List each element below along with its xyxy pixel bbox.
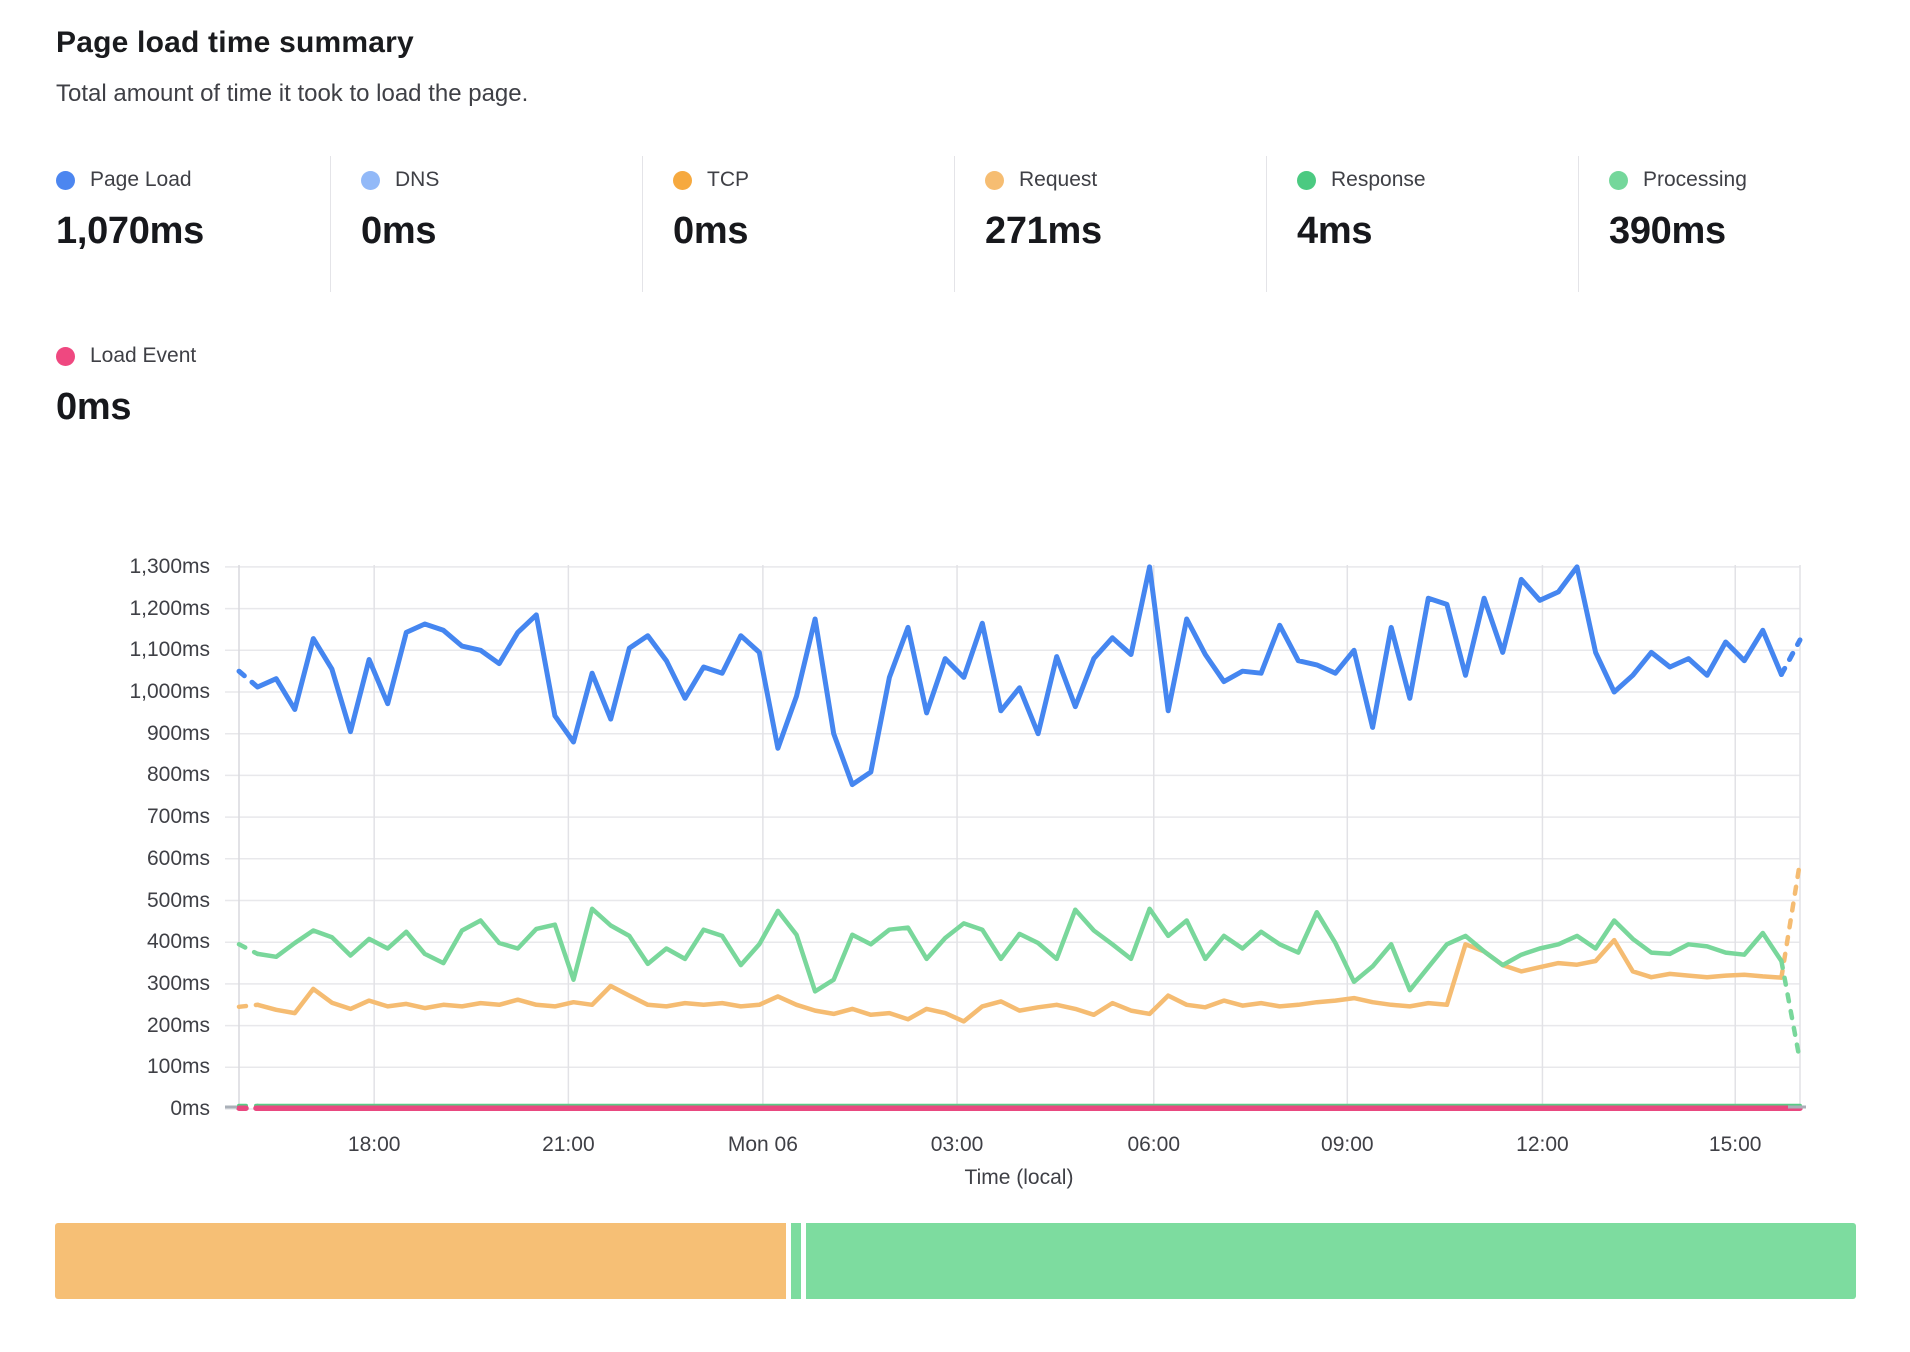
y-tick-label: 1,000ms: [129, 680, 210, 703]
metric-response[interactable]: Response 4ms: [1266, 156, 1578, 292]
metric-label: DNS: [395, 168, 440, 191]
y-tick-label: 0ms: [170, 1097, 210, 1120]
page-title: Page load time summary: [56, 26, 414, 59]
x-tick-label: 15:00: [1708, 1133, 1762, 1156]
metric-label: Request: [1019, 168, 1098, 191]
metric-label: TCP: [707, 168, 749, 191]
y-tick-label: 1,200ms: [129, 596, 210, 620]
metric-page-load[interactable]: Page Load 1,070ms: [44, 156, 330, 292]
metric-value: 271ms: [985, 210, 1102, 252]
series-page-load-tail-dash: [1778, 637, 1803, 677]
response-dot-icon: [1297, 170, 1316, 190]
x-tick-label: 09:00: [1321, 1133, 1374, 1156]
series-page-load: [255, 564, 1784, 788]
x-tick-label: 18:00: [347, 1133, 401, 1156]
metric-processing[interactable]: Processing 390ms: [1578, 156, 1890, 292]
metric-value: 0ms: [673, 210, 749, 252]
metric-label: Response: [1331, 168, 1426, 191]
metric-request[interactable]: Request 271ms: [954, 156, 1266, 292]
y-tick-label: 100ms: [146, 1055, 210, 1079]
page-subtitle: Total amount of time it took to load the…: [56, 80, 529, 107]
processing-dot-icon: [1609, 170, 1628, 190]
series-processing: [255, 906, 1784, 994]
status-bar: [55, 1223, 1856, 1299]
x-tick-label: Mon 06: [727, 1133, 798, 1156]
y-tick-label: 900ms: [146, 721, 210, 745]
metric-value: 1,070ms: [56, 210, 204, 252]
y-tick-label: 600ms: [146, 846, 210, 870]
status-segment-processing[interactable]: [791, 1223, 801, 1299]
y-tick-label: 800ms: [146, 763, 210, 787]
status-segment-gap: [801, 1223, 806, 1299]
series-request: [255, 937, 1784, 1024]
request-dot-icon: [985, 170, 1004, 190]
metric-load-event[interactable]: Load Event 0ms: [56, 340, 196, 429]
page-load-dot-icon: [56, 170, 75, 190]
tcp-dot-icon: [673, 170, 692, 190]
y-tick-label: 1,300ms: [129, 554, 210, 578]
y-tick-label: 1,100ms: [129, 638, 210, 662]
x-tick-label: 03:00: [930, 1133, 984, 1156]
y-tick-label: 500ms: [146, 888, 210, 912]
y-tick-label: 300ms: [146, 971, 210, 995]
metric-label: Load Event: [90, 344, 197, 367]
metric-value: 0ms: [361, 210, 437, 252]
metrics-legend-row: Page Load 1,070ms DNS 0ms TCP 0ms Request 271ms…: [44, 156, 1890, 296]
timeseries-chart[interactable]: [225, 545, 1825, 1140]
x-tick-label: 06:00: [1127, 1133, 1181, 1156]
series-request-lead-dash: [236, 1002, 260, 1010]
series-processing-lead-dash: [236, 942, 260, 957]
load-event-dot-icon: [56, 346, 75, 366]
series-request-tail-dash: [1779, 859, 1803, 980]
metric-tcp[interactable]: TCP 0ms: [642, 156, 954, 292]
metric-label: Page Load: [90, 168, 192, 191]
x-tick-label: 21:00: [542, 1133, 595, 1156]
series-page-load-lead-dash: [236, 668, 261, 690]
metric-value: 390ms: [1609, 210, 1726, 252]
metric-value: 0ms: [56, 386, 132, 428]
y-tick-label: 400ms: [146, 930, 210, 954]
metric-value: 4ms: [1297, 210, 1373, 252]
metric-label: Processing: [1643, 168, 1747, 191]
y-tick-label: 700ms: [146, 805, 210, 829]
x-tick-label: 12:00: [1516, 1133, 1569, 1156]
status-segment-processing[interactable]: [806, 1223, 1856, 1299]
dns-dot-icon: [361, 170, 380, 190]
status-segment-gap: [786, 1223, 791, 1299]
status-segment-request[interactable]: [55, 1223, 786, 1299]
y-tick-label: 200ms: [146, 1013, 210, 1037]
series-processing-tail-dash: [1779, 958, 1803, 1064]
x-axis-title: Time (local): [964, 1166, 1074, 1189]
metric-dns[interactable]: DNS 0ms: [330, 156, 642, 292]
